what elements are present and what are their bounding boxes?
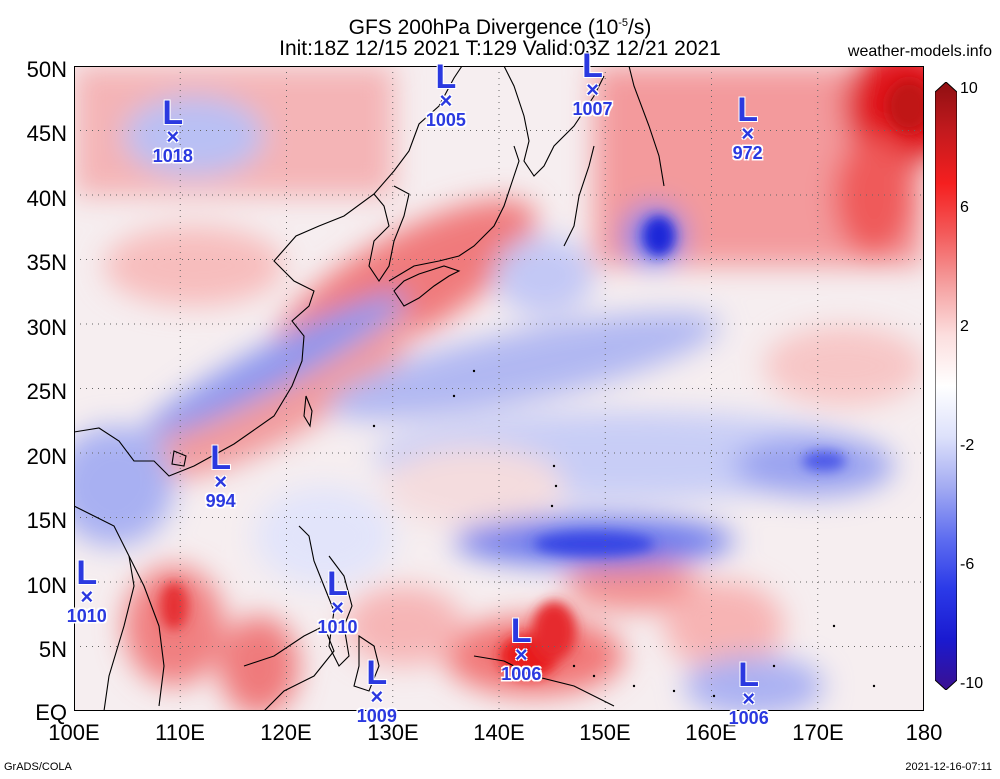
lon-label: 110E <box>155 720 205 745</box>
colorbar-label: 10 <box>960 80 978 97</box>
site-label: weather-models.info <box>847 43 992 60</box>
low-marker: L × 1006 <box>501 612 542 685</box>
colorbar-label: -2 <box>960 437 975 454</box>
low-marker: L × 1009 <box>356 653 397 726</box>
lat-label: 15N <box>26 508 67 533</box>
lat-lon-grid <box>74 66 924 711</box>
colorbar-label: 2 <box>960 318 969 335</box>
low-marker: L × 994 <box>205 439 236 512</box>
lat-label: 10N <box>26 573 67 598</box>
divergence-map <box>74 66 924 711</box>
divergence-cores <box>160 80 924 678</box>
lon-label: 170E <box>792 720 844 745</box>
footer-credit: GrADS/COLA <box>4 761 72 773</box>
lat-label: 50N <box>26 57 67 82</box>
low-marker: L × 1005 <box>425 57 466 130</box>
lat-label: 30N <box>26 315 67 340</box>
low-marker: L × 1010 <box>66 554 107 627</box>
lat-label: 20N <box>26 444 67 469</box>
lat-label: 35N <box>26 250 67 275</box>
lon-label: 150E <box>579 720 631 745</box>
lat-label: 5N <box>38 637 67 662</box>
lon-label: 160E <box>685 720 737 745</box>
lat-label: EQ <box>35 700 67 725</box>
low-marker: L × 1010 <box>317 564 358 637</box>
lon-label: 140E <box>473 720 525 745</box>
lon-label: 100E <box>48 720 100 745</box>
colorbar-label: -6 <box>960 556 975 573</box>
low-marker: L × 1007 <box>572 47 613 120</box>
chart-title: GFS 200hPa Divergence (10-5/s) <box>348 16 652 39</box>
low-marker: L × 1018 <box>152 93 193 166</box>
colorbar-label: 6 <box>960 199 969 216</box>
lat-label: 45N <box>26 121 67 146</box>
small-islands <box>372 369 876 698</box>
chart-subtitle: Init:18Z 12/15 2021 T:129 Valid:03Z 12/2… <box>279 37 721 60</box>
coastlines <box>74 66 665 711</box>
lon-label: 130E <box>367 720 419 745</box>
low-marker: L × 972 <box>732 91 763 164</box>
colorbar-label: -10 <box>960 675 984 692</box>
lon-label: 180 <box>905 720 943 745</box>
colorbar <box>935 82 957 690</box>
lat-label: 25N <box>26 379 67 404</box>
lon-label: 120E <box>260 720 312 745</box>
lat-label: 40N <box>26 186 67 211</box>
divergence-field <box>74 66 924 711</box>
footer-timestamp: 2021-12-16-07:11 <box>905 761 992 773</box>
low-marker: L × 1006 <box>728 656 769 729</box>
